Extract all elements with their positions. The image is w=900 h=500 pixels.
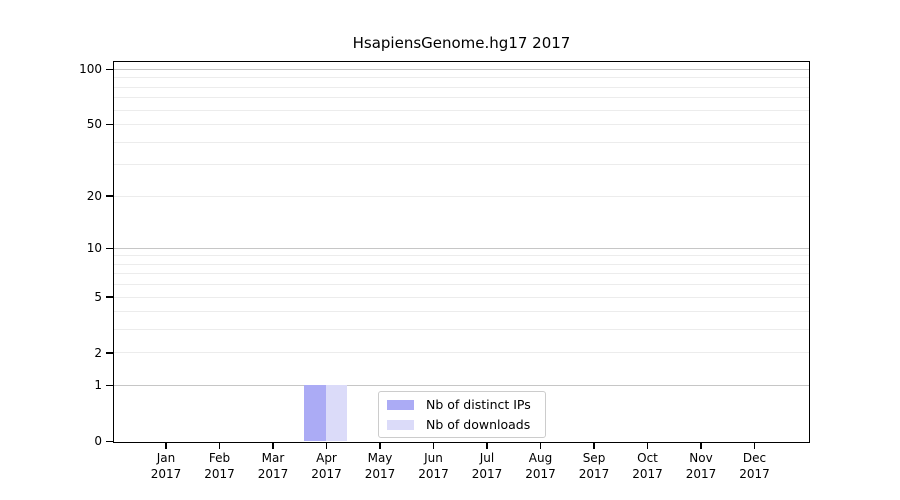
gridline-minor <box>114 97 809 99</box>
gridline-minor <box>114 195 809 197</box>
legend-label-downloads: Nb of downloads <box>426 417 531 432</box>
gridline-minor <box>114 255 809 257</box>
x-tick <box>539 443 542 449</box>
x-tick-label: Nov 2017 <box>685 451 717 481</box>
x-tick <box>593 443 595 449</box>
x-tick <box>486 443 488 449</box>
y-tick-label: 10 <box>86 240 102 255</box>
y-tick <box>106 352 113 354</box>
x-tick <box>165 443 167 449</box>
x-tick <box>325 443 328 449</box>
legend-item-downloads: Nb of downloads <box>387 417 537 432</box>
gridline-minor <box>114 329 809 331</box>
gridline-minor <box>114 284 809 286</box>
x-tick <box>218 443 221 449</box>
x-tick <box>646 443 649 449</box>
y-tick-label: 1 <box>94 378 102 393</box>
gridline-major <box>114 247 809 249</box>
plot-area: Nb of distinct IPs Nb of downloads <box>113 61 810 443</box>
x-tick <box>379 443 381 449</box>
y-tick <box>106 296 113 298</box>
x-tick-label: Oct 2017 <box>632 451 663 481</box>
x-tick-label: Sep 2017 <box>578 451 610 481</box>
x-tick <box>753 443 756 449</box>
gridline-minor <box>114 164 809 166</box>
x-tick <box>700 443 702 449</box>
y-tick <box>106 123 113 126</box>
y-tick-label: 50 <box>86 117 102 132</box>
x-tick-label: Jun 2017 <box>418 451 449 481</box>
bar-downloads-apr-2017 <box>325 385 348 441</box>
legend-label-distinct-ips: Nb of distinct IPs <box>426 397 531 412</box>
gridline-minor <box>114 77 809 79</box>
y-tick <box>106 247 113 250</box>
gridline-minor <box>114 86 809 88</box>
gridline-minor <box>114 141 809 143</box>
y-tick-label: 100 <box>79 62 102 77</box>
y-tick-label: 5 <box>94 289 102 304</box>
y-tick-label: 0 <box>94 434 102 449</box>
legend-swatch-downloads <box>387 419 414 430</box>
gridline-minor <box>114 296 809 298</box>
y-tick <box>106 440 113 443</box>
x-tick-label: May 2017 <box>364 451 396 481</box>
x-tick-label: Mar 2017 <box>257 451 289 481</box>
bar-distinct-ips-apr-2017 <box>304 385 326 441</box>
gridline-minor <box>114 263 809 265</box>
gridline-major <box>114 385 809 387</box>
gridline-minor <box>114 352 809 354</box>
x-tick-label: Jan 2017 <box>150 451 182 481</box>
x-tick-label: Apr 2017 <box>311 451 342 481</box>
x-tick <box>272 443 274 449</box>
gridline-major <box>114 69 809 70</box>
gridline-minor <box>114 109 809 111</box>
gridline-minor <box>114 311 809 313</box>
x-tick-label: Dec 2017 <box>739 451 770 481</box>
chart-title: HsapiensGenome.hg17 2017 <box>352 34 571 52</box>
y-tick <box>106 195 113 197</box>
x-tick-label: Aug 2017 <box>525 451 556 481</box>
legend: Nb of distinct IPs Nb of downloads <box>378 391 546 438</box>
gridline-minor <box>114 124 809 126</box>
legend-swatch-distinct-ips <box>387 399 414 410</box>
x-tick-label: Jul 2017 <box>471 451 503 481</box>
legend-item-distinct-ips: Nb of distinct IPs <box>387 397 537 412</box>
y-tick <box>106 68 113 71</box>
gridline-minor <box>114 273 809 275</box>
y-tick-label: 2 <box>94 345 102 360</box>
x-tick-label: Feb 2017 <box>204 451 235 481</box>
x-tick <box>432 443 435 449</box>
y-tick-label: 20 <box>86 188 102 203</box>
y-tick <box>106 384 113 387</box>
